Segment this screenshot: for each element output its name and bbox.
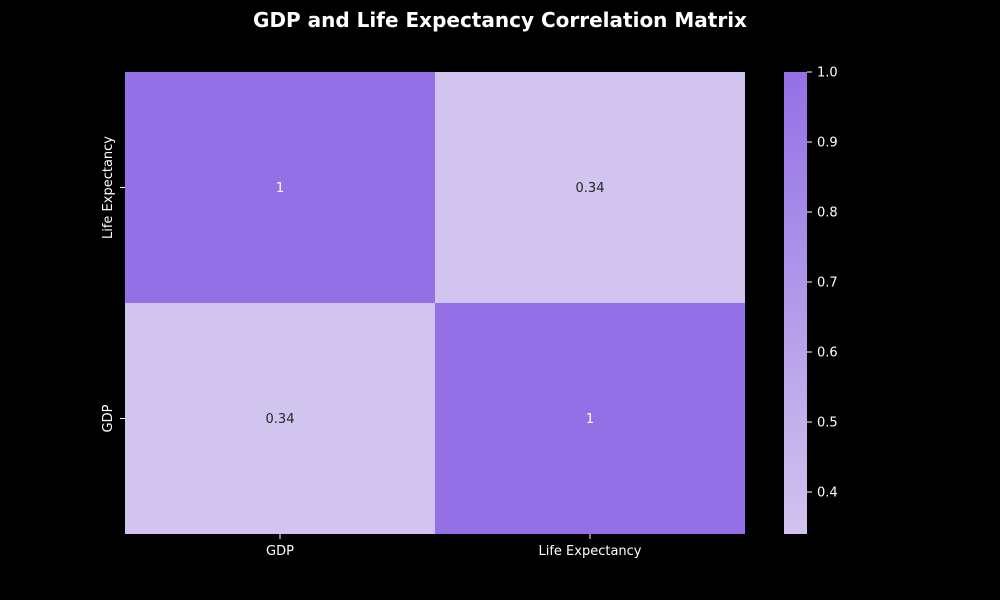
colorbar-gradient (784, 72, 807, 534)
cell-value-label: 0.34 (576, 181, 605, 196)
heatmap-cell (125, 303, 435, 534)
y-tick-label: Life Expectancy (101, 136, 116, 239)
x-axis: GDP Life Expectancy (266, 534, 642, 559)
heatmap-cell (435, 303, 745, 534)
x-tick-label: Life Expectancy (538, 544, 641, 559)
colorbar-tick-label: 0.7 (817, 276, 838, 291)
heatmap-cells: 1 0.34 0.34 1 (125, 72, 745, 534)
colorbar-tick-label: 0.5 (817, 416, 838, 431)
y-tick-label: GDP (101, 404, 116, 432)
cell-value-label: 0.34 (266, 412, 295, 427)
colorbar-tick-label: 0.9 (817, 136, 838, 151)
colorbar-tick-label: 0.4 (817, 486, 838, 501)
colorbar-tick-label: 0.6 (817, 346, 838, 361)
chart-title: GDP and Life Expectancy Correlation Matr… (253, 8, 747, 32)
x-tick-label: GDP (266, 544, 294, 559)
colorbar-tick-label: 0.8 (817, 206, 838, 221)
colorbar: 0.4 0.5 0.6 0.7 0.8 0.9 1.0 (784, 66, 838, 534)
heatmap-cell (435, 72, 745, 303)
y-axis: Life Expectancy GDP (101, 136, 125, 432)
cell-value-label: 1 (586, 412, 594, 427)
colorbar-tick-label: 1.0 (817, 66, 838, 81)
cell-value-label: 1 (276, 181, 284, 196)
heatmap-cell (125, 72, 435, 303)
